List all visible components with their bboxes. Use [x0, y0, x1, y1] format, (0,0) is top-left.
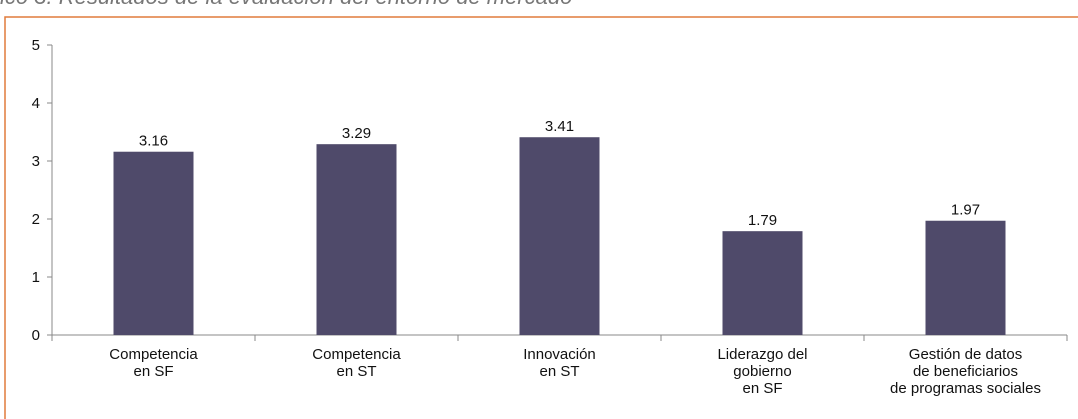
bar	[722, 231, 803, 335]
y-tick-label: 1	[32, 269, 40, 286]
y-tick-label: 0	[32, 327, 40, 344]
value-label: 1.97	[951, 202, 980, 219]
x-tick-label: Competencia en SF	[109, 346, 198, 380]
bar	[316, 144, 397, 335]
value-label: 3.29	[342, 125, 371, 142]
y-tick-label: 5	[32, 37, 40, 54]
bar	[925, 220, 1006, 335]
bar	[113, 151, 194, 335]
value-label: 3.41	[545, 118, 574, 135]
y-tick-label: 2	[32, 211, 40, 228]
value-label: 3.16	[139, 133, 168, 150]
frame	[4, 16, 1078, 419]
x-tick-label: Innovación en ST	[523, 346, 596, 380]
value-label: 1.79	[748, 212, 777, 229]
bar	[519, 137, 600, 335]
y-tick-label: 4	[32, 95, 40, 112]
chart-title: ico 3. Resultados de la evaluación del e…	[0, 0, 572, 9]
x-tick-label: Competencia en ST	[312, 346, 401, 380]
x-tick-label: Liderazgo del gobierno en SF	[717, 346, 807, 397]
y-tick-label: 3	[32, 153, 40, 170]
x-tick-label: Gestión de datos de beneficiarios de progr…	[890, 346, 1041, 397]
